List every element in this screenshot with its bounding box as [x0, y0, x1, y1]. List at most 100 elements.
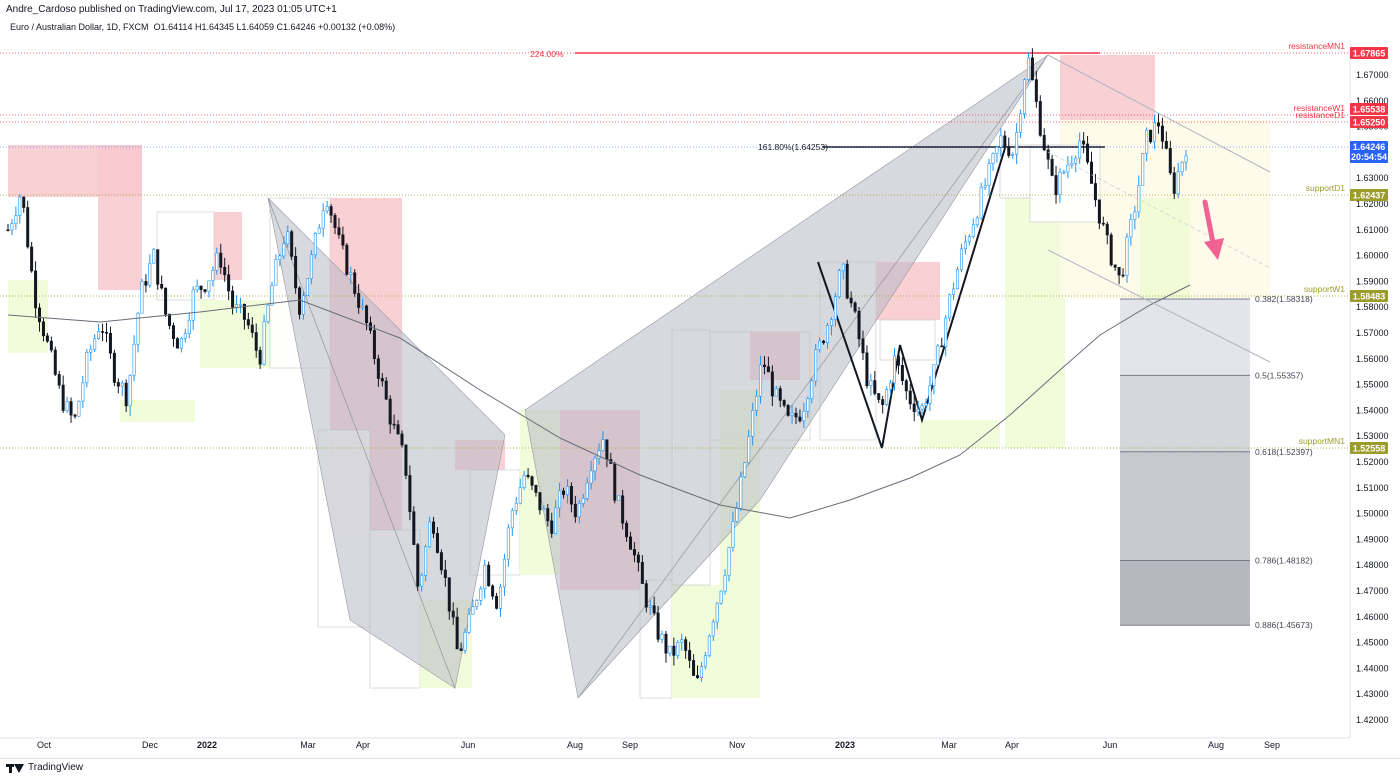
candle-body [278, 255, 282, 260]
candle-body [695, 675, 699, 679]
candle-294 [1164, 131, 1168, 150]
price-tick-0: 1.67000 [1356, 70, 1389, 80]
candle-291 [1153, 114, 1157, 150]
candle-126 [502, 553, 506, 597]
candle-body [140, 281, 144, 314]
candle-body [703, 655, 707, 667]
candle-body [443, 569, 447, 578]
level-label-resistanceD1: resistanceD1 [1295, 110, 1345, 120]
candle-body [711, 621, 715, 637]
candle-44 [179, 337, 183, 353]
candle-body [841, 263, 845, 272]
candle-body [294, 256, 298, 289]
candle-176 [699, 662, 703, 682]
candle-body [313, 233, 317, 256]
symbol-name[interactable]: Euro / Australian Dollar, 1D, FXCM [10, 22, 149, 32]
candle-293 [1160, 117, 1164, 149]
zone-31 [1029, 144, 1101, 223]
candle-body [526, 474, 530, 477]
candle-body [940, 345, 944, 348]
candle-214 [849, 291, 853, 308]
candle-53 [215, 247, 219, 275]
candle-body [420, 574, 424, 587]
candle-298 [1180, 161, 1184, 177]
candle-12 [53, 346, 57, 377]
candle-body [144, 281, 148, 286]
candle-112 [447, 577, 451, 620]
candle-40 [164, 287, 168, 318]
fib-label-1: 0.5(1.55357) [1255, 370, 1303, 380]
candle-body [577, 503, 581, 518]
candle-body [944, 317, 948, 347]
tradingview-logo[interactable]: TradingView [6, 762, 83, 773]
candle-255 [1011, 152, 1015, 159]
candle-15 [65, 396, 69, 413]
price-tick-1: 1.66000 [1356, 96, 1389, 106]
price-tag-supportW1 [1350, 290, 1388, 302]
candle-body [152, 249, 156, 264]
candle-body [995, 146, 999, 154]
candle-body [889, 382, 893, 390]
candle-256 [1015, 123, 1019, 165]
candle-114 [455, 607, 459, 650]
candle-body [810, 380, 814, 400]
candle-16 [69, 397, 73, 423]
price-chart[interactable]: 0.382(1.58318) 0.5(1.55357) 0.618(1.52397)… [0, 0, 1400, 758]
candle-body [928, 385, 932, 404]
ohlc-values: O1.64114 H1.64345 L1.64059 C1.64246 +0.0… [153, 22, 396, 32]
candle-19 [81, 375, 85, 408]
candle-body [1156, 122, 1160, 127]
candle-body [538, 492, 542, 511]
candle-body [357, 293, 361, 308]
candle-230 [912, 395, 916, 422]
candle-body [849, 297, 853, 304]
candle-body [644, 583, 648, 608]
time-tick-11: Apr [1005, 740, 1019, 750]
price-tick-15: 1.52000 [1356, 457, 1389, 467]
candle-body [699, 666, 703, 679]
horizontal-levels[interactable]: 224.00% 161.80%(1.64253) resistanceMN1 resi… [0, 41, 1350, 449]
candle-100 [400, 430, 404, 448]
candle-body [822, 340, 826, 344]
candle-295 [1168, 140, 1172, 176]
candle-body [786, 405, 790, 416]
candle-body [282, 243, 286, 257]
candle-body [621, 495, 625, 524]
candle-body [881, 399, 885, 405]
candle-9 [41, 317, 45, 342]
candle-body [227, 274, 231, 292]
zone-28 [1060, 55, 1155, 120]
time-tick-9: 2023 [835, 740, 855, 750]
candle-49 [199, 285, 203, 299]
candle-197 [782, 399, 786, 408]
candle-63 [254, 323, 258, 358]
time-tick-7: Sep [622, 740, 638, 750]
candle-203 [806, 396, 810, 418]
candle-188 [747, 429, 751, 465]
candle-99 [396, 420, 400, 435]
time-axis[interactable]: Oct Dec 2022 Mar Apr Jun Aug Sep Nov 2023 Mar Apr Ju… [37, 740, 1280, 750]
channel-bottom [1047, 249, 1271, 363]
price-axis[interactable]: 1.670001.660001.650001.640001.630001.620… [1356, 70, 1389, 725]
candle-235 [932, 364, 936, 395]
candle-272 [1078, 132, 1082, 164]
candle-body [900, 365, 904, 381]
candle-132 [526, 468, 530, 479]
candle-body [416, 544, 420, 587]
candle-223 [885, 386, 889, 407]
candle-125 [498, 583, 502, 617]
candle-body [747, 436, 751, 463]
candle-186 [739, 471, 743, 511]
candle-body [365, 305, 369, 324]
candle-25 [105, 322, 109, 343]
candle-body [672, 645, 676, 656]
zone-2 [98, 145, 142, 290]
descending-channel[interactable] [1047, 54, 1271, 363]
candle-body [112, 352, 116, 383]
candle-139 [554, 499, 558, 535]
candle-body [191, 289, 195, 321]
fib-retracement[interactable]: 0.382(1.58318) 0.5(1.55357) 0.618(1.52397)… [1120, 294, 1313, 630]
time-tick-0: Oct [37, 740, 52, 750]
candle-273 [1082, 132, 1086, 154]
candle-254 [1007, 137, 1011, 158]
